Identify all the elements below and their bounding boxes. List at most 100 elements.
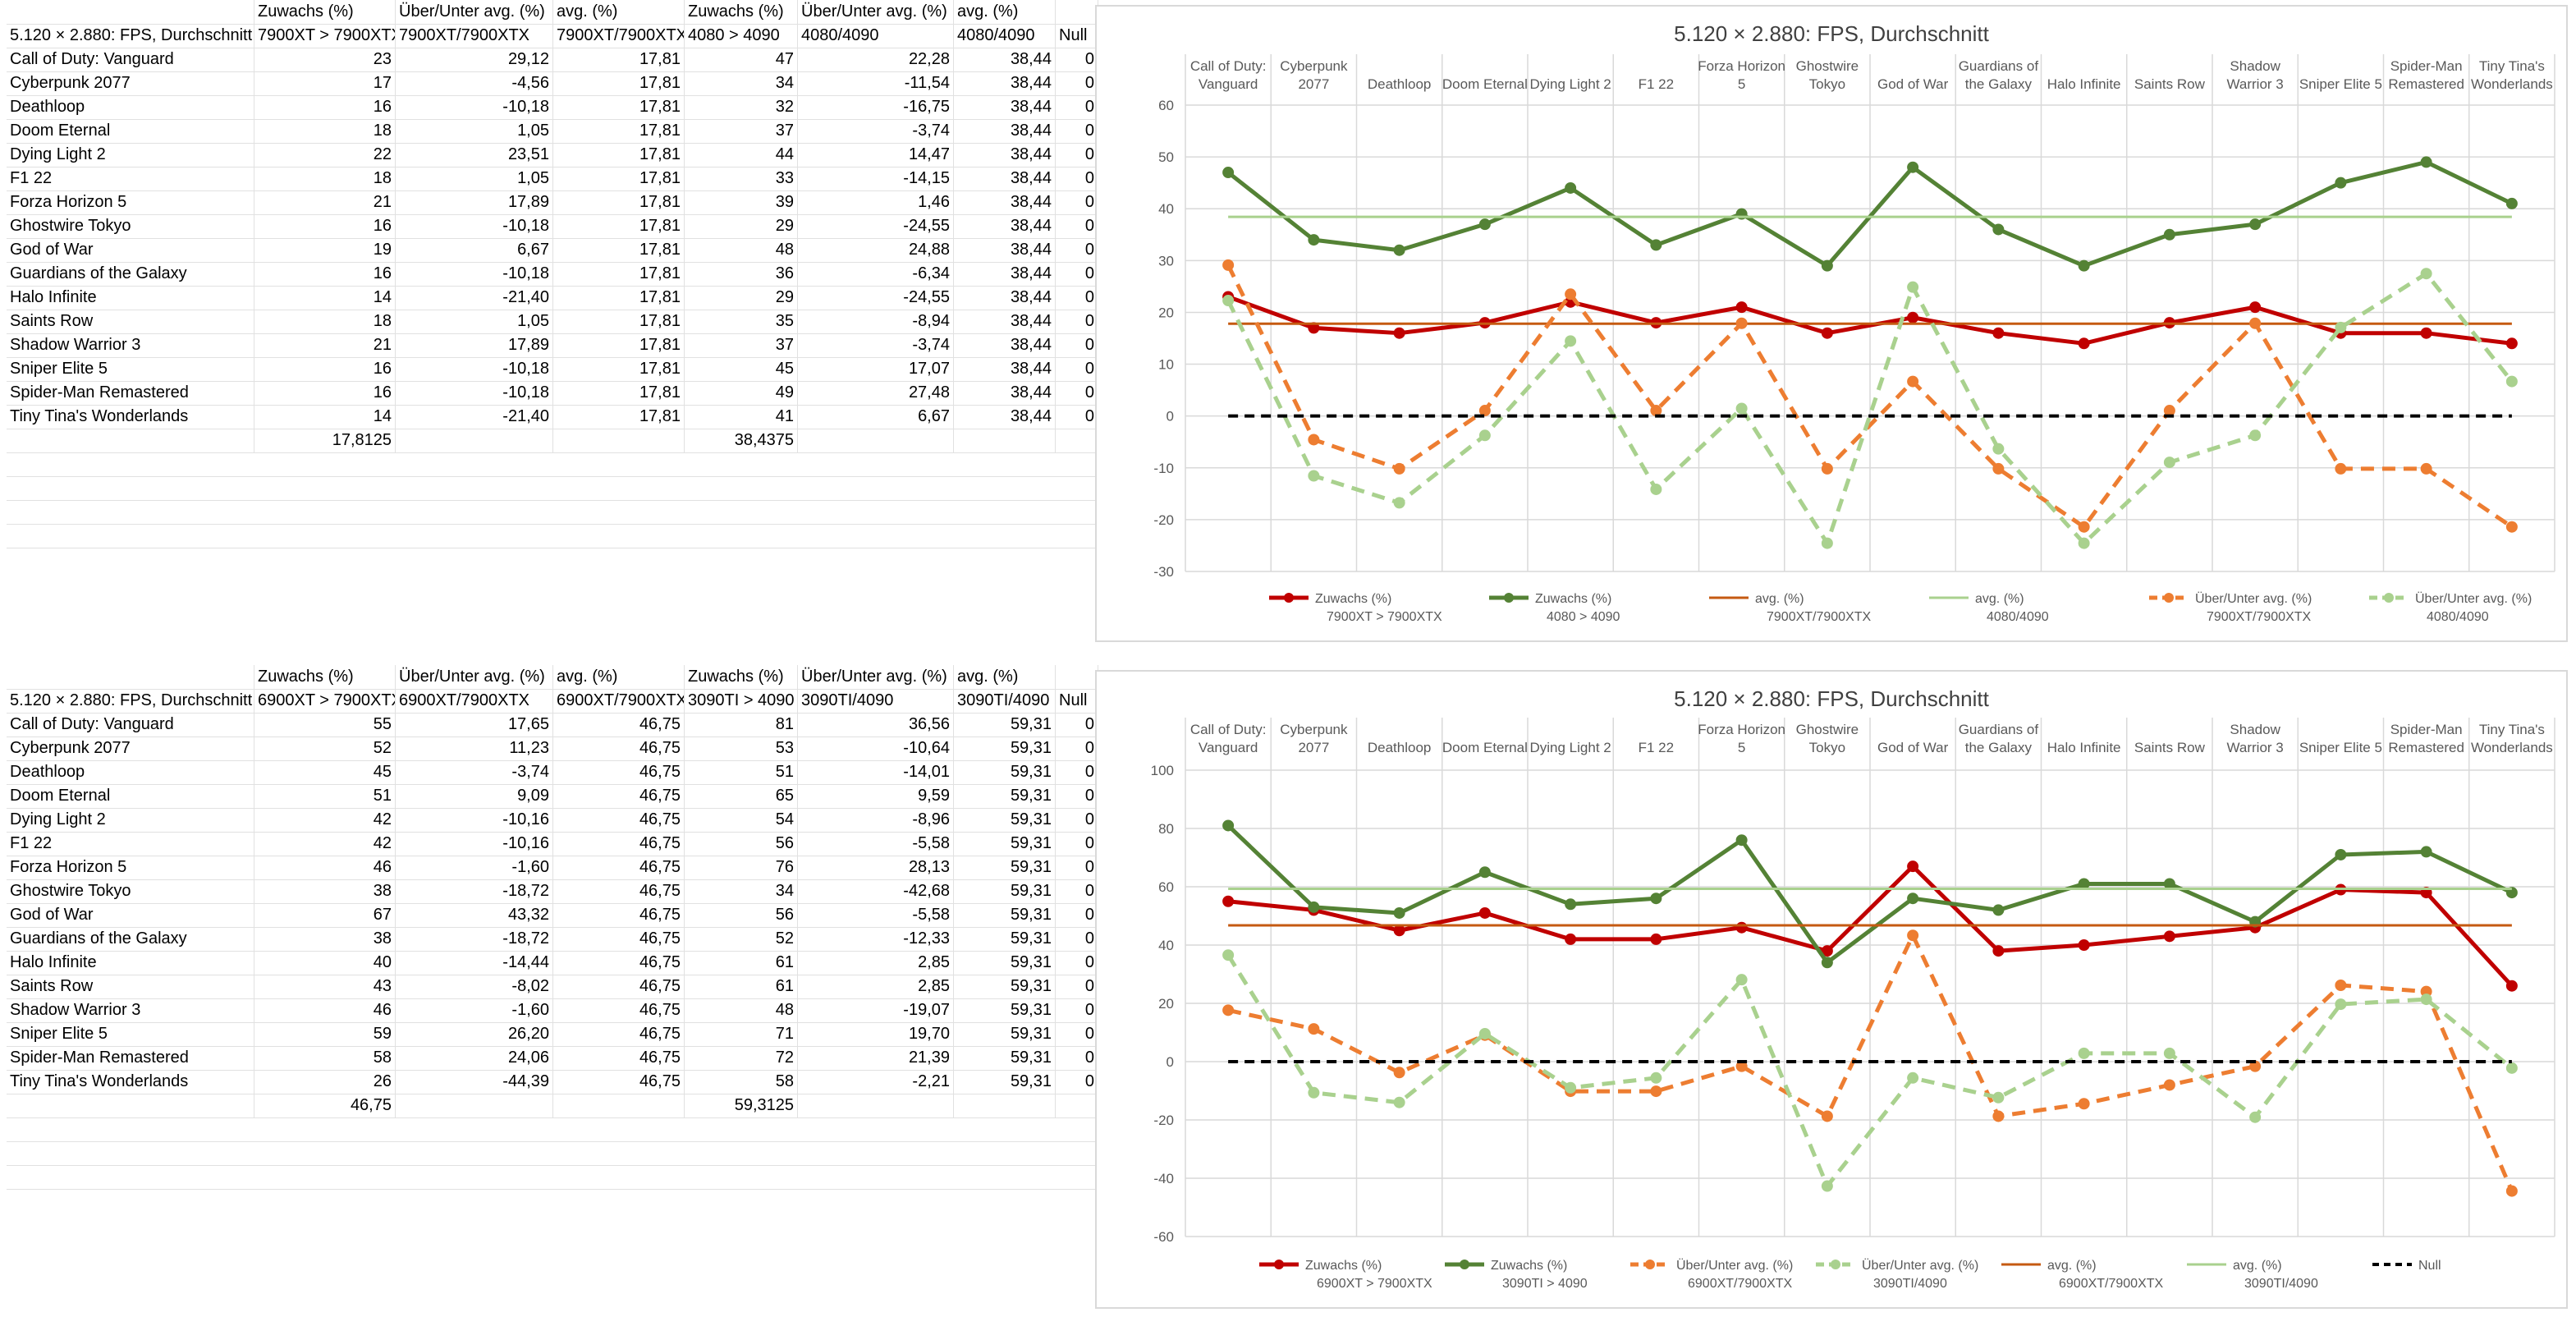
cell-label[interactable]: Tiny Tina's Wonderlands: [7, 405, 254, 429]
cell-label[interactable]: Shadow Warrior 3: [7, 333, 254, 357]
cell-label[interactable]: Saints Row: [7, 310, 254, 333]
cell[interactable]: 59,31: [954, 856, 1056, 879]
cell[interactable]: 6900XT > 7900XTX: [254, 689, 396, 713]
cell[interactable]: 6900XT/7900XTX: [553, 689, 685, 713]
cell[interactable]: -12,33: [798, 927, 954, 951]
cell[interactable]: 40: [254, 951, 396, 975]
cell[interactable]: 46,75: [553, 903, 685, 927]
cell[interactable]: 7900XT/7900XTX: [396, 24, 553, 48]
cell[interactable]: 38,44: [954, 167, 1056, 190]
cell[interactable]: [798, 429, 954, 452]
cell[interactable]: 46,75: [553, 784, 685, 808]
cell[interactable]: 16: [254, 214, 396, 238]
cell[interactable]: 0: [1056, 333, 1098, 357]
cell[interactable]: 19: [254, 238, 396, 262]
cell[interactable]: 1,05: [396, 119, 553, 143]
cell[interactable]: 0: [1056, 95, 1098, 119]
cell[interactable]: 16: [254, 357, 396, 381]
cell[interactable]: 23: [254, 48, 396, 71]
cell[interactable]: [396, 429, 553, 452]
cell[interactable]: 17,81: [553, 262, 685, 286]
cell[interactable]: 36,56: [798, 713, 954, 737]
cell[interactable]: 37: [685, 333, 798, 357]
cell[interactable]: 46,75: [553, 737, 685, 760]
cell-label[interactable]: Tiny Tina's Wonderlands: [7, 1070, 254, 1094]
cell[interactable]: 51: [254, 784, 396, 808]
cell[interactable]: 21: [254, 190, 396, 214]
cell[interactable]: -10,16: [396, 808, 553, 832]
cell[interactable]: 81: [685, 713, 798, 737]
cell[interactable]: 0: [1056, 214, 1098, 238]
cell[interactable]: 17,81: [553, 190, 685, 214]
cell[interactable]: 59,31: [954, 998, 1056, 1022]
cell[interactable]: 38,44: [954, 381, 1056, 405]
cell[interactable]: -5,58: [798, 832, 954, 856]
cell[interactable]: 0: [1056, 286, 1098, 310]
cell[interactable]: [1056, 1094, 1098, 1117]
cell[interactable]: 46,75: [553, 951, 685, 975]
cell[interactable]: 45: [685, 357, 798, 381]
cell[interactable]: 0: [1056, 119, 1098, 143]
cell[interactable]: 17,81: [553, 48, 685, 71]
cell[interactable]: 0: [1056, 262, 1098, 286]
cell[interactable]: -14,44: [396, 951, 553, 975]
cell[interactable]: 17,81: [553, 310, 685, 333]
cell[interactable]: 59,31: [954, 784, 1056, 808]
cell[interactable]: 56: [685, 903, 798, 927]
cell[interactable]: 38,44: [954, 95, 1056, 119]
cell[interactable]: 0: [1056, 927, 1098, 951]
cell[interactable]: 51: [685, 760, 798, 784]
cell[interactable]: 46,75: [254, 1094, 396, 1117]
cell-label[interactable]: Deathloop: [7, 95, 254, 119]
cell[interactable]: 1,05: [396, 310, 553, 333]
cell[interactable]: Zuwachs (%): [685, 0, 798, 24]
cell[interactable]: 39: [685, 190, 798, 214]
cell[interactable]: 59,31: [954, 760, 1056, 784]
cell[interactable]: 19,70: [798, 1022, 954, 1046]
cell[interactable]: -4,56: [396, 71, 553, 95]
cell[interactable]: 17,81: [553, 143, 685, 167]
cell[interactable]: 72: [685, 1046, 798, 1070]
cell[interactable]: 59,31: [954, 975, 1056, 998]
cell[interactable]: -16,75: [798, 95, 954, 119]
cell[interactable]: 34: [685, 71, 798, 95]
cell-label[interactable]: [7, 0, 254, 24]
cell-label[interactable]: Cyberpunk 2077: [7, 737, 254, 760]
cell[interactable]: 65: [685, 784, 798, 808]
cell-label[interactable]: Guardians of the Galaxy: [7, 262, 254, 286]
cell[interactable]: 18: [254, 119, 396, 143]
cell[interactable]: 4080 > 4090: [685, 24, 798, 48]
cell[interactable]: [396, 1094, 553, 1117]
cell[interactable]: 7900XT > 7900XTX: [254, 24, 396, 48]
cell[interactable]: 46,75: [553, 998, 685, 1022]
cell[interactable]: 11,23: [396, 737, 553, 760]
cell[interactable]: 17,65: [396, 713, 553, 737]
cell[interactable]: 59,31: [954, 951, 1056, 975]
cell[interactable]: 38,44: [954, 357, 1056, 381]
cell[interactable]: 22: [254, 143, 396, 167]
cell[interactable]: Über/Unter avg. (%): [798, 0, 954, 24]
cell[interactable]: 17,89: [396, 333, 553, 357]
cell[interactable]: 27,48: [798, 381, 954, 405]
cell[interactable]: 61: [685, 975, 798, 998]
cell[interactable]: 46,75: [553, 713, 685, 737]
cell[interactable]: 16: [254, 262, 396, 286]
cell[interactable]: 0: [1056, 310, 1098, 333]
cell[interactable]: 59,31: [954, 808, 1056, 832]
cell[interactable]: 3090TI/4090: [954, 689, 1056, 713]
cell[interactable]: 29: [685, 214, 798, 238]
cell[interactable]: [553, 1094, 685, 1117]
cell[interactable]: 6900XT/7900XTX: [396, 689, 553, 713]
cell[interactable]: [954, 1094, 1056, 1117]
cell[interactable]: -3,74: [396, 760, 553, 784]
cell[interactable]: 38: [254, 927, 396, 951]
cell[interactable]: [1056, 429, 1098, 452]
cell[interactable]: 17,81: [553, 214, 685, 238]
cell[interactable]: -6,34: [798, 262, 954, 286]
cell[interactable]: 38,44: [954, 119, 1056, 143]
cell[interactable]: 17: [254, 71, 396, 95]
cell-label[interactable]: Sniper Elite 5: [7, 1022, 254, 1046]
cell[interactable]: -21,40: [396, 405, 553, 429]
cell[interactable]: 46: [254, 856, 396, 879]
cell[interactable]: 38,44: [954, 262, 1056, 286]
